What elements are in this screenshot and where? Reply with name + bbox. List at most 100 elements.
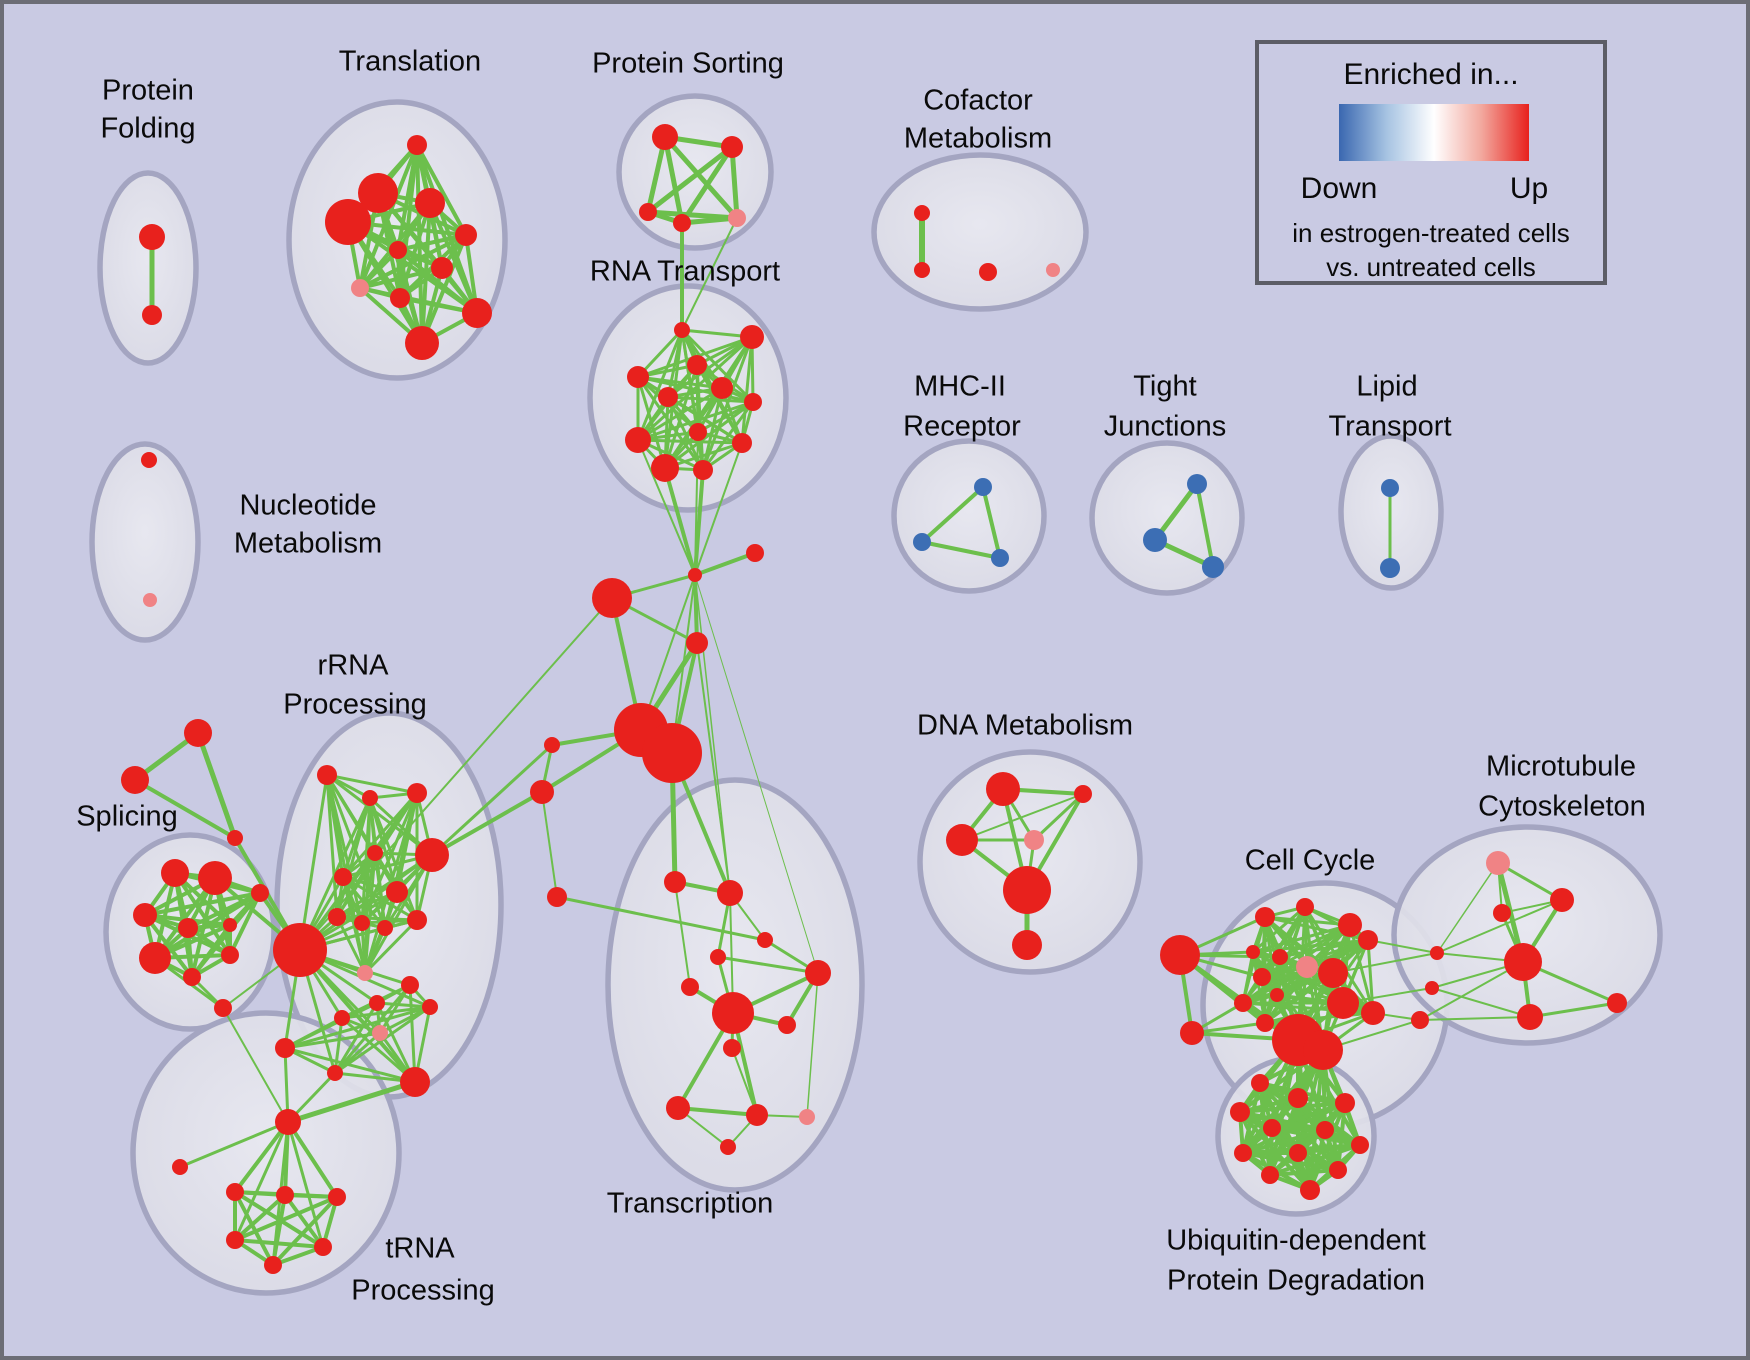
edge (233, 1193, 287, 1242)
edge (701, 400, 755, 472)
gene-set-node-56 (178, 918, 198, 938)
edge (325, 773, 339, 919)
gene-set-node-43 (1187, 474, 1207, 494)
gene-set-node-103 (723, 1039, 741, 1057)
gene-set-node-123 (1253, 968, 1271, 986)
edge (693, 551, 757, 577)
edge (694, 442, 743, 576)
edge (1251, 923, 1352, 954)
gene-set-node-29 (625, 427, 651, 453)
edge (662, 134, 685, 226)
cluster-ellipse-microtubule-cytoskeleton (1391, 824, 1663, 1046)
edge (681, 217, 738, 331)
gene-set-node-148 (1234, 1144, 1252, 1162)
edge (1332, 952, 1438, 974)
edge (920, 540, 1002, 560)
edge (645, 144, 735, 215)
gene-set-node-22 (674, 322, 690, 338)
edge (233, 1190, 275, 1267)
gene-set-node-141 (1251, 1074, 1269, 1092)
edge (428, 201, 479, 315)
gene-set-node-17 (728, 209, 746, 227)
cluster-label-microtubule-cytoskeleton-line2: Cytoskeleton (1478, 791, 1646, 823)
gene-set-node-107 (720, 1139, 736, 1155)
gene-set-node-149 (1289, 1144, 1307, 1162)
gene-set-node-32 (651, 454, 679, 482)
gene-set-node-35 (746, 544, 764, 562)
gene-set-node-25 (687, 355, 707, 375)
edge (961, 793, 1084, 841)
gene-set-node-137 (1493, 904, 1511, 922)
cluster-label-cofactor-metabolism-line2: Metabolism (904, 123, 1052, 155)
gene-set-node-69 (415, 838, 449, 872)
cluster-label-cell-cycle: Cell Cycle (1245, 845, 1376, 877)
edge (341, 875, 367, 975)
edge (368, 796, 419, 922)
cluster-label-transcription: Transcription (607, 1188, 774, 1220)
edge (663, 363, 699, 470)
gene-set-node-147 (1351, 1136, 1369, 1154)
cluster-label-protein-folding-line1: Protein (102, 75, 194, 107)
cluster-ellipse-protein-folding (97, 170, 199, 366)
gene-set-node-49 (143, 593, 157, 607)
gene-set-node-105 (746, 1104, 768, 1126)
edge (1496, 861, 1564, 902)
gene-set-node-139 (1517, 1004, 1543, 1030)
edge (1190, 1021, 1267, 1035)
edge (283, 1193, 325, 1249)
gene-set-node-119 (1358, 930, 1378, 950)
cluster-ellipse-cofactor-metabolism (871, 152, 1089, 312)
edge (285, 1079, 418, 1125)
edge (1419, 961, 1524, 1021)
cluster-label-mhc-ii-receptor-line2: Receptor (903, 411, 1021, 443)
cluster-label-ubiquitin-dependent-protein-degradation-line1: Ubiquitin-dependent (1166, 1225, 1426, 1257)
edge (729, 144, 740, 221)
gene-set-node-45 (1202, 556, 1224, 578)
cluster-label-trna-processing-line2: Processing (351, 1275, 494, 1307)
gene-set-node-133 (1425, 981, 1439, 995)
gene-set-node-94 (530, 780, 554, 804)
edge (541, 791, 558, 898)
cluster-ellipse-transcription (605, 777, 865, 1193)
gene-set-node-3 (358, 173, 398, 213)
cluster-label-nucleotide-metabolism-line1: Nucleotide (239, 490, 376, 522)
gene-set-node-117 (1296, 898, 1314, 916)
gene-set-node-112 (1003, 866, 1051, 914)
legend-gradient-bar (1339, 104, 1529, 161)
cluster-label-rrna-processing-line1: rRNA (318, 650, 390, 682)
edge (636, 375, 705, 472)
edge (195, 730, 238, 841)
edge (283, 1046, 417, 1084)
edge (358, 143, 419, 290)
edge (636, 328, 684, 442)
cluster-label-translation: Translation (339, 46, 481, 78)
edge (335, 796, 372, 919)
gene-set-node-15 (639, 203, 657, 221)
edge (178, 1120, 290, 1169)
cluster-label-rna-transport: RNA Transport (590, 256, 780, 288)
gene-set-node-135 (1486, 851, 1510, 875)
edge (636, 400, 755, 442)
gene-set-node-79 (334, 1010, 350, 1026)
edge (679, 144, 735, 226)
edge (1238, 1101, 1347, 1114)
gene-set-node-4 (325, 199, 371, 245)
gene-set-node-95 (547, 887, 567, 907)
gene-set-node-126 (1256, 1014, 1274, 1032)
legend-caption-line1: in estrogen-treated cells (1292, 218, 1570, 248)
edge (666, 395, 755, 404)
gene-set-node-70 (334, 868, 352, 886)
gene-set-node-27 (658, 387, 678, 407)
gene-set-node-102 (778, 1016, 796, 1034)
gene-set-node-76 (401, 976, 419, 994)
gene-set-node-68 (367, 845, 383, 861)
edge (1303, 905, 1370, 942)
edge (694, 574, 731, 894)
edge (981, 485, 1002, 560)
gene-set-node-92 (664, 871, 686, 893)
gene-set-node-50 (184, 719, 212, 747)
gene-set-node-106 (799, 1109, 815, 1125)
gene-set-node-80 (372, 1025, 388, 1041)
